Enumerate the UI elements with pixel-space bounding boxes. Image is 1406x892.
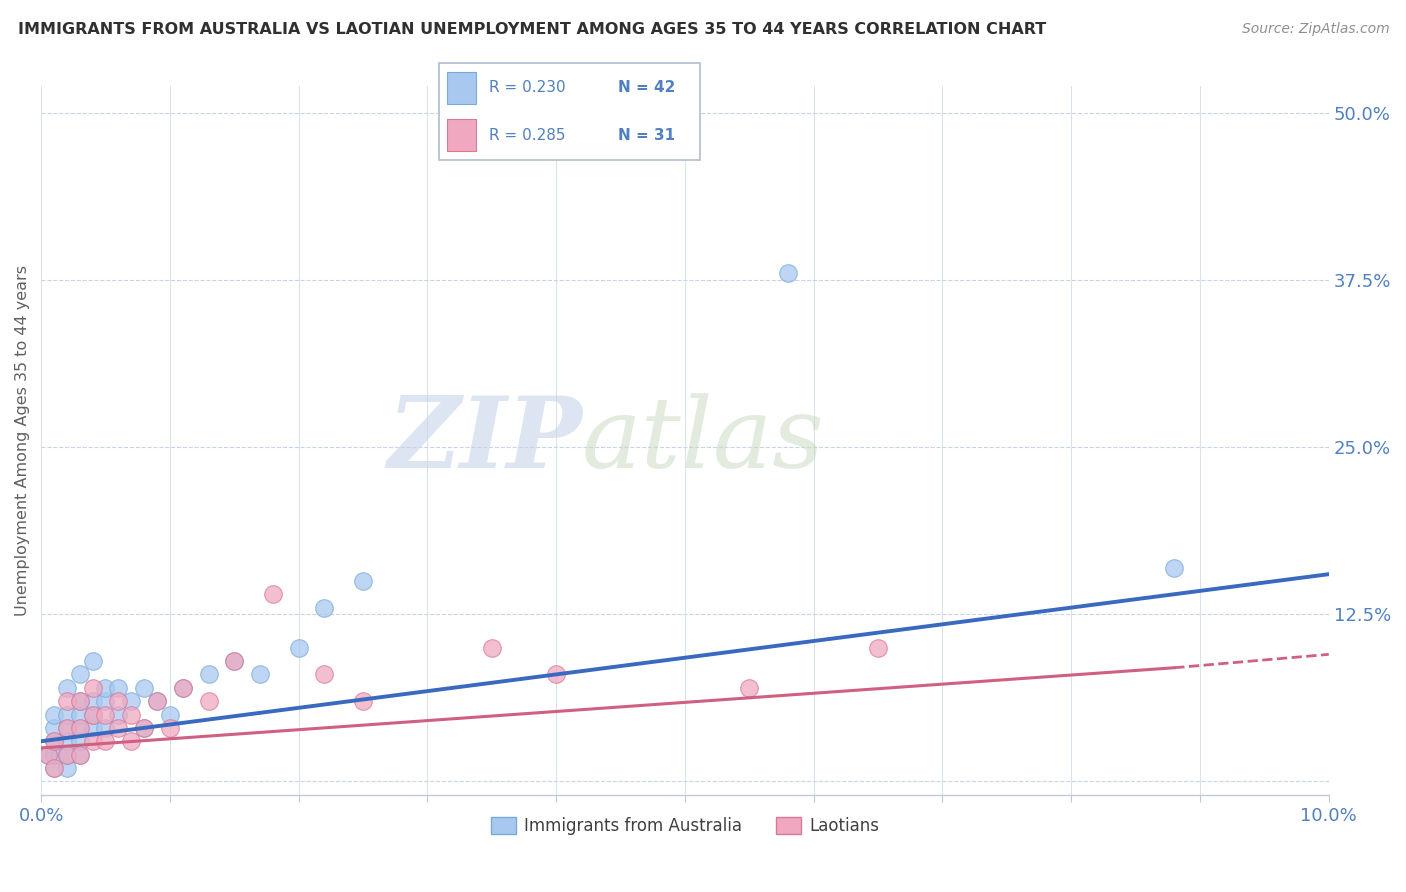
Point	[107, 721, 129, 735]
Point	[56, 707, 79, 722]
Bar	[447, 120, 475, 151]
Point	[314, 667, 336, 681]
Point	[107, 707, 129, 722]
Point	[159, 721, 181, 735]
Point	[120, 734, 142, 748]
Point	[69, 721, 91, 735]
Point	[776, 267, 799, 281]
Point	[69, 694, 91, 708]
Bar	[447, 72, 475, 103]
Point	[56, 721, 79, 735]
Point	[738, 681, 761, 695]
Point	[56, 681, 79, 695]
Text: N = 42: N = 42	[617, 80, 675, 95]
Point	[42, 761, 65, 775]
Point	[134, 681, 156, 695]
Point	[134, 721, 156, 735]
Point	[159, 707, 181, 722]
Point	[481, 640, 503, 655]
Point	[82, 734, 104, 748]
Point	[82, 681, 104, 695]
Text: IMMIGRANTS FROM AUSTRALIA VS LAOTIAN UNEMPLOYMENT AMONG AGES 35 TO 44 YEARS CORR: IMMIGRANTS FROM AUSTRALIA VS LAOTIAN UNE…	[18, 22, 1046, 37]
Point	[94, 721, 117, 735]
Point	[69, 694, 91, 708]
Point	[120, 707, 142, 722]
Point	[314, 600, 336, 615]
Point	[82, 654, 104, 668]
Point	[107, 681, 129, 695]
Point	[82, 694, 104, 708]
Point	[172, 681, 194, 695]
Point	[69, 721, 91, 735]
Point	[56, 721, 79, 735]
Text: Source: ZipAtlas.com: Source: ZipAtlas.com	[1241, 22, 1389, 37]
Point	[69, 734, 91, 748]
Point	[42, 747, 65, 762]
Text: R = 0.285: R = 0.285	[489, 128, 565, 143]
Point	[82, 721, 104, 735]
Legend: Immigrants from Australia, Laotians: Immigrants from Australia, Laotians	[482, 808, 887, 843]
Point	[56, 734, 79, 748]
Point	[172, 681, 194, 695]
Point	[69, 747, 91, 762]
Point	[262, 587, 284, 601]
FancyBboxPatch shape	[439, 63, 700, 160]
Point	[69, 707, 91, 722]
Point	[37, 747, 59, 762]
Point	[249, 667, 271, 681]
Point	[56, 747, 79, 762]
Point	[224, 654, 246, 668]
Point	[56, 747, 79, 762]
Point	[146, 694, 169, 708]
Point	[69, 747, 91, 762]
Point	[352, 694, 374, 708]
Point	[120, 694, 142, 708]
Point	[49, 747, 72, 762]
Point	[134, 721, 156, 735]
Point	[352, 574, 374, 588]
Point	[107, 694, 129, 708]
Text: ZIP: ZIP	[387, 392, 582, 489]
Point	[94, 734, 117, 748]
Point	[42, 734, 65, 748]
Point	[42, 707, 65, 722]
Point	[197, 694, 219, 708]
Point	[94, 694, 117, 708]
Point	[546, 667, 568, 681]
Text: N = 31: N = 31	[617, 128, 675, 143]
Point	[69, 667, 91, 681]
Point	[94, 707, 117, 722]
Text: atlas: atlas	[582, 392, 825, 488]
Point	[82, 707, 104, 722]
Point	[42, 761, 65, 775]
Point	[224, 654, 246, 668]
Y-axis label: Unemployment Among Ages 35 to 44 years: Unemployment Among Ages 35 to 44 years	[15, 265, 30, 616]
Point	[94, 681, 117, 695]
Point	[37, 747, 59, 762]
Point	[82, 707, 104, 722]
Point	[56, 761, 79, 775]
Point	[146, 694, 169, 708]
Point	[56, 694, 79, 708]
Point	[42, 734, 65, 748]
Point	[1163, 560, 1185, 574]
Point	[868, 640, 890, 655]
Point	[287, 640, 309, 655]
Point	[42, 721, 65, 735]
Point	[197, 667, 219, 681]
Text: R = 0.230: R = 0.230	[489, 80, 565, 95]
